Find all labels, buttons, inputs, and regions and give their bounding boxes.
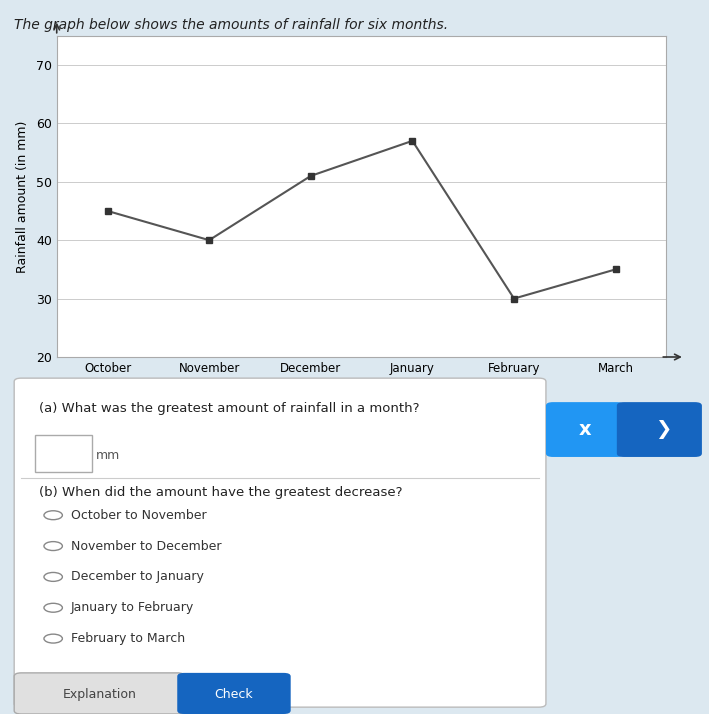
Circle shape xyxy=(44,603,62,612)
FancyBboxPatch shape xyxy=(617,402,702,457)
FancyBboxPatch shape xyxy=(14,378,546,707)
Text: The graph below shows the amounts of rainfall for six months.: The graph below shows the amounts of rai… xyxy=(14,18,448,32)
Text: October to November: October to November xyxy=(71,508,206,522)
FancyBboxPatch shape xyxy=(177,673,291,714)
Text: Check: Check xyxy=(215,688,253,700)
Circle shape xyxy=(44,573,62,581)
FancyBboxPatch shape xyxy=(546,402,624,457)
Text: x: x xyxy=(579,420,591,439)
Text: mm: mm xyxy=(96,448,120,462)
Circle shape xyxy=(44,542,62,550)
Text: February to March: February to March xyxy=(71,632,185,645)
Text: (b) When did the amount have the greatest decrease?: (b) When did the amount have the greates… xyxy=(39,486,403,499)
Text: (a) What was the greatest amount of rainfall in a month?: (a) What was the greatest amount of rain… xyxy=(39,402,420,415)
Text: December to January: December to January xyxy=(71,570,203,583)
Circle shape xyxy=(44,634,62,643)
FancyBboxPatch shape xyxy=(14,673,184,714)
Text: ❯: ❯ xyxy=(654,420,671,439)
FancyBboxPatch shape xyxy=(35,435,92,473)
Circle shape xyxy=(44,511,62,520)
Text: January to February: January to February xyxy=(71,601,194,614)
Text: Explanation: Explanation xyxy=(62,688,136,700)
Y-axis label: Rainfall amount (in mm): Rainfall amount (in mm) xyxy=(16,120,29,273)
X-axis label: Month: Month xyxy=(342,381,381,393)
Text: November to December: November to December xyxy=(71,540,221,553)
